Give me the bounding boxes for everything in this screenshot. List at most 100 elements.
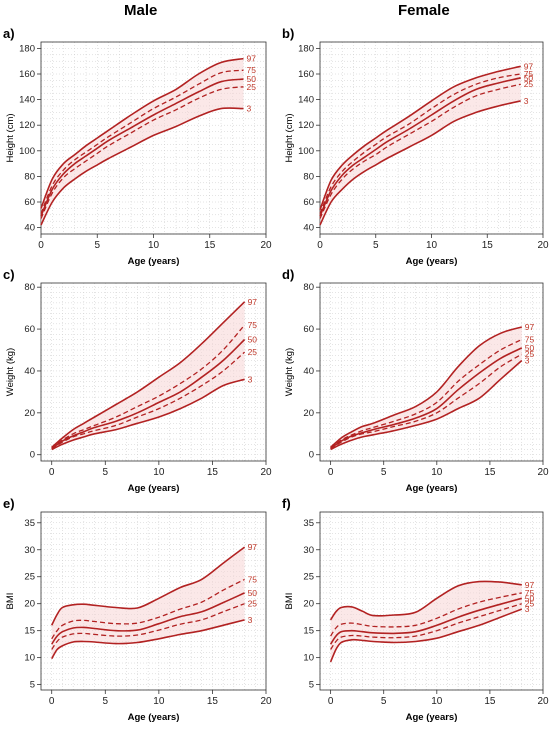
x-tick-label-e: 0: [49, 696, 55, 707]
x-tick-label-e: 20: [260, 696, 272, 707]
y-tick-label-b: 80: [303, 171, 314, 182]
y-tick-label-a: 100: [19, 146, 35, 157]
series-line-e-p25: [51, 603, 245, 650]
series-label-b-p3: 3: [524, 96, 529, 106]
series-line-f-p97: [329, 580, 522, 621]
x-tick-label-d: 20: [537, 467, 549, 478]
series-label-a-p75: 75: [247, 65, 257, 75]
x-tick-label-d: 15: [484, 467, 496, 478]
y-tick-label-a: 120: [19, 120, 35, 131]
x-axis-label-c: Age (years): [128, 483, 180, 494]
y-tick-label-a: 180: [19, 43, 35, 54]
series-label-d-p75: 75: [525, 335, 535, 345]
x-axis-label-e: Age (years): [128, 712, 180, 723]
y-tick-label-e: 20: [24, 599, 35, 610]
x-tick-label-a: 0: [38, 240, 44, 251]
series-label-d-p50: 50: [525, 343, 535, 353]
series-line-d-p97: [330, 326, 523, 448]
x-axis-label-a: Age (years): [128, 256, 180, 267]
x-tick-label-a: 20: [260, 240, 272, 251]
column-title-male: Male: [124, 2, 158, 19]
series-label-d-p97: 97: [525, 322, 535, 332]
y-tick-label-d: 60: [303, 324, 314, 335]
y-axis-label-b: Height (cm): [284, 113, 295, 162]
x-tick-label-a: 10: [148, 240, 160, 251]
x-tick-label-d: 0: [328, 467, 334, 478]
series-line-e-p75: [51, 578, 245, 640]
band-fill-a: [41, 58, 244, 225]
y-tick-label-a: 40: [24, 223, 35, 234]
y-tick-label-f: 35: [303, 518, 314, 529]
panel-label-d: d): [282, 267, 294, 282]
y-tick-label-d: 20: [303, 408, 314, 419]
x-tick-label-c: 0: [49, 467, 55, 478]
x-tick-label-a: 5: [94, 240, 100, 251]
series-line-c-p25: [51, 351, 246, 450]
y-tick-label-a: 60: [24, 197, 35, 208]
series-line-d-p50: [330, 347, 523, 450]
series-line-b-p75: [319, 73, 521, 214]
y-axis-label-a: Height (cm): [5, 113, 16, 162]
column-title-female: Female: [398, 2, 450, 19]
series-line-b-p97: [319, 65, 521, 210]
series-label-e-p97: 97: [248, 542, 258, 552]
y-tick-label-a: 140: [19, 95, 35, 106]
series-label-e-p3: 3: [248, 615, 253, 625]
x-tick-label-b: 5: [373, 240, 379, 251]
series-line-b-p3: [319, 100, 521, 226]
x-tick-label-c: 20: [260, 467, 272, 478]
x-tick-label-b: 10: [426, 240, 438, 251]
series-line-c-p75: [51, 324, 246, 449]
x-tick-label-e: 10: [153, 696, 165, 707]
x-tick-label-b: 0: [317, 240, 323, 251]
series-line-c-p3: [51, 378, 245, 451]
x-tick-label-f: 15: [484, 696, 496, 707]
band-fill-b: [320, 66, 521, 225]
y-tick-label-f: 10: [303, 653, 314, 664]
y-axis-label-d: Weight (kg): [284, 348, 295, 396]
series-line-a-p75: [40, 69, 244, 214]
x-tick-label-d: 10: [431, 467, 443, 478]
x-tick-label-e: 5: [103, 696, 109, 707]
y-tick-label-e: 35: [24, 518, 35, 529]
x-axis-label-b: Age (years): [406, 256, 458, 267]
chart-panel-c: 97 75 50 25 3 0 5 10 15 20 0 20 40 60 80 Age (years) Wei…: [3, 267, 272, 494]
series-line-e-p3: [51, 619, 245, 660]
y-tick-label-e: 15: [24, 626, 35, 637]
series-label-f-p25: 25: [525, 599, 535, 609]
series-label-f-p75: 75: [525, 588, 535, 598]
x-tick-label-f: 5: [381, 696, 387, 707]
series-line-a-p97: [40, 57, 244, 209]
series-label-c-p25: 25: [248, 347, 258, 357]
y-tick-label-f: 25: [303, 572, 314, 583]
y-axis-label-e: BMI: [5, 593, 16, 610]
y-tick-label-e: 30: [24, 545, 35, 556]
y-tick-label-c: 60: [24, 324, 35, 335]
series-label-b-p97: 97: [524, 61, 534, 71]
y-tick-label-f: 15: [303, 626, 314, 637]
x-tick-label-c: 15: [207, 467, 219, 478]
y-tick-label-f: 5: [309, 680, 314, 691]
series-line-b-p50: [319, 77, 521, 217]
y-axis-label-c: Weight (kg): [5, 348, 16, 396]
series-line-c-p97: [51, 301, 246, 448]
panel-label-b: b): [282, 26, 294, 41]
y-tick-label-d: 0: [309, 450, 314, 461]
series-label-c-p50: 50: [248, 335, 258, 345]
y-tick-label-c: 0: [30, 450, 35, 461]
y-axis-label-f: BMI: [284, 593, 295, 610]
plot-frame-c: [40, 282, 267, 462]
series-line-f-p3: [329, 608, 523, 663]
series-line-f-p75: [330, 592, 522, 637]
y-tick-label-e: 25: [24, 572, 35, 583]
series-label-d-p3: 3: [525, 355, 530, 365]
series-label-d-p25: 25: [525, 349, 535, 359]
x-axis-label-d: Age (years): [406, 483, 458, 494]
x-tick-label-b: 20: [537, 240, 549, 251]
panel-label-a: a): [3, 26, 15, 41]
plot-frame-e: [40, 511, 267, 691]
